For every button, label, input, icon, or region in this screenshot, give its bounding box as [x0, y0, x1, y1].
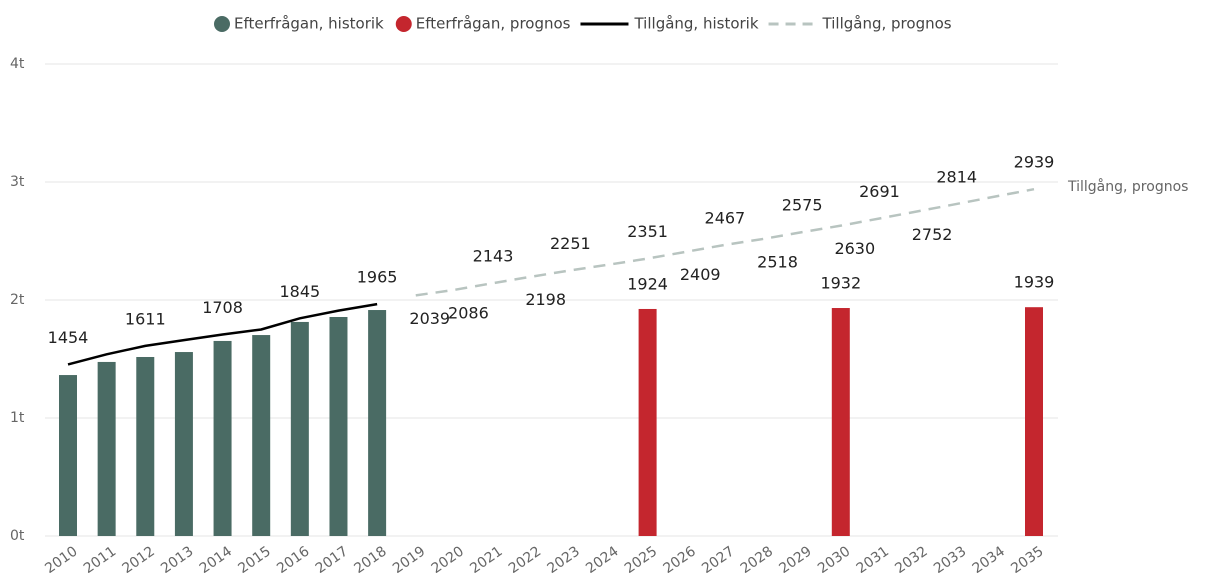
legend-label: Tillgång, prognos: [822, 15, 952, 33]
data-label: 1708: [202, 298, 243, 317]
data-label: 2939: [1014, 153, 1055, 172]
legend-label: Efterfrågan, prognos: [416, 15, 571, 33]
y-tick-label: 1t: [10, 410, 25, 426]
bar: [97, 361, 116, 536]
data-label: 2086: [448, 303, 489, 322]
data-label: 2691: [859, 182, 900, 201]
bar: [329, 316, 348, 536]
bar: [290, 321, 309, 536]
x-tick-label: 2013: [158, 543, 196, 573]
legend-swatch: [214, 16, 230, 32]
data-label: 2409: [680, 265, 721, 284]
x-tick-label: 2035: [1008, 543, 1046, 573]
bar: [213, 340, 232, 536]
data-label: 1845: [279, 282, 320, 301]
x-tick-label: 2019: [390, 543, 428, 573]
data-label: 1454: [48, 328, 89, 347]
line: [67, 302, 378, 366]
x-tick-label: 2026: [660, 543, 698, 573]
x-tick-label: 2017: [313, 543, 351, 573]
x-tick-label: 2030: [815, 543, 853, 573]
x-tick-label: 2018: [351, 543, 389, 573]
data-label: 1965: [357, 268, 398, 287]
data-label: 1924: [627, 274, 668, 293]
x-tick-label: 2029: [776, 543, 814, 573]
y-tick-label: 3t: [10, 174, 25, 190]
bar: [831, 308, 850, 536]
x-tick-label: 2015: [235, 543, 273, 573]
x-tick-label: 2034: [970, 543, 1008, 573]
data-label: 2143: [473, 247, 514, 266]
data-label: 2467: [705, 208, 746, 227]
data-label: 1611: [125, 309, 166, 328]
x-tick-label: 2025: [622, 543, 660, 573]
x-tick-label: 2027: [699, 543, 737, 573]
data-label: 2351: [627, 222, 668, 241]
bar: [136, 356, 155, 536]
series-end-label: Tillgång, prognos: [1067, 178, 1188, 195]
data-label: 1939: [1014, 273, 1055, 292]
x-tick-label: 2020: [429, 543, 467, 573]
data-label: 2518: [757, 252, 798, 271]
x-tick-label: 2024: [583, 543, 621, 573]
data-label: 2752: [912, 225, 953, 244]
bar: [174, 352, 193, 536]
x-tick-label: 2010: [42, 543, 80, 573]
bar: [252, 335, 271, 536]
data-label: 2814: [936, 167, 977, 186]
x-tick-label: 2011: [81, 543, 119, 573]
y-tick-label: 2t: [10, 292, 25, 308]
bar: [59, 375, 77, 536]
data-label: 1932: [820, 274, 861, 293]
x-tick-label: 2033: [931, 543, 969, 573]
x-tick-label: 2014: [197, 543, 235, 573]
x-tick-label: 2028: [738, 543, 776, 573]
data-label: 2575: [782, 196, 823, 215]
bar: [1025, 307, 1043, 536]
x-tick-label: 2032: [892, 543, 930, 573]
x-tick-label: 2016: [274, 543, 312, 573]
legend-swatch: [395, 16, 412, 32]
x-tick-label: 2022: [506, 543, 544, 573]
data-label: 2251: [550, 234, 591, 253]
data-label: 2039: [409, 309, 450, 328]
x-tick-label: 2021: [467, 543, 505, 573]
x-tick-label: 2031: [854, 543, 892, 573]
x-tick-label: 2012: [119, 543, 157, 573]
data-label: 2198: [525, 290, 566, 309]
x-tick-label: 2023: [545, 543, 583, 573]
bar: [368, 310, 387, 536]
bar: [638, 308, 657, 536]
data-label: 2630: [834, 239, 875, 258]
line: [415, 187, 1035, 297]
y-tick-label: 4t: [10, 56, 25, 72]
legend-label: Tillgång, historik: [633, 15, 758, 33]
legend-label: Efterfrågan, historik: [234, 15, 384, 33]
y-tick-label: 0t: [10, 528, 25, 544]
